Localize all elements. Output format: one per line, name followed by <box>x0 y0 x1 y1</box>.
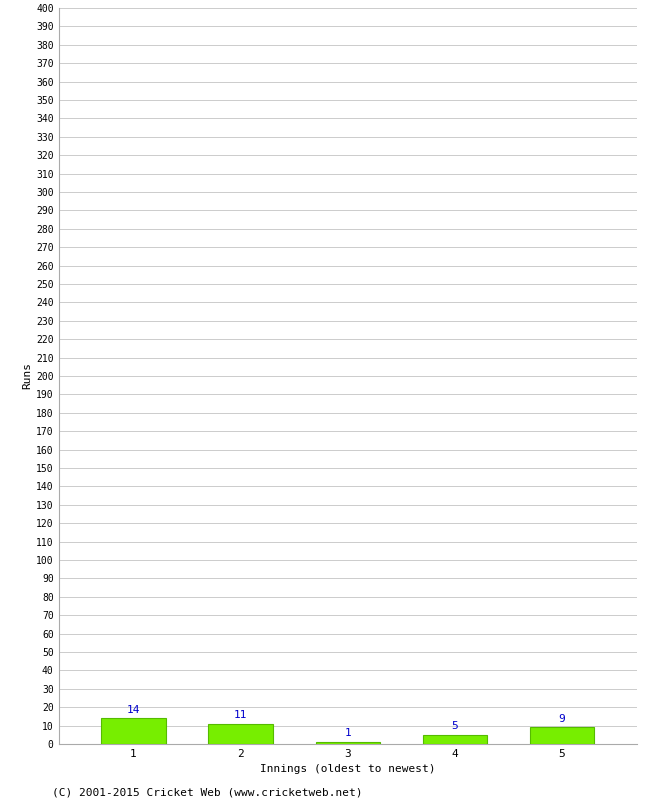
Bar <box>316 742 380 744</box>
Text: 14: 14 <box>127 705 140 714</box>
Text: 5: 5 <box>452 721 458 731</box>
Bar <box>209 724 273 744</box>
Bar <box>422 734 487 744</box>
Text: 1: 1 <box>344 729 351 738</box>
Y-axis label: Runs: Runs <box>22 362 32 390</box>
Bar <box>101 718 166 744</box>
Bar <box>530 727 594 744</box>
Text: (C) 2001-2015 Cricket Web (www.cricketweb.net): (C) 2001-2015 Cricket Web (www.cricketwe… <box>52 787 363 798</box>
X-axis label: Innings (oldest to newest): Innings (oldest to newest) <box>260 765 436 774</box>
Text: 9: 9 <box>558 714 566 724</box>
Text: 11: 11 <box>234 710 248 720</box>
